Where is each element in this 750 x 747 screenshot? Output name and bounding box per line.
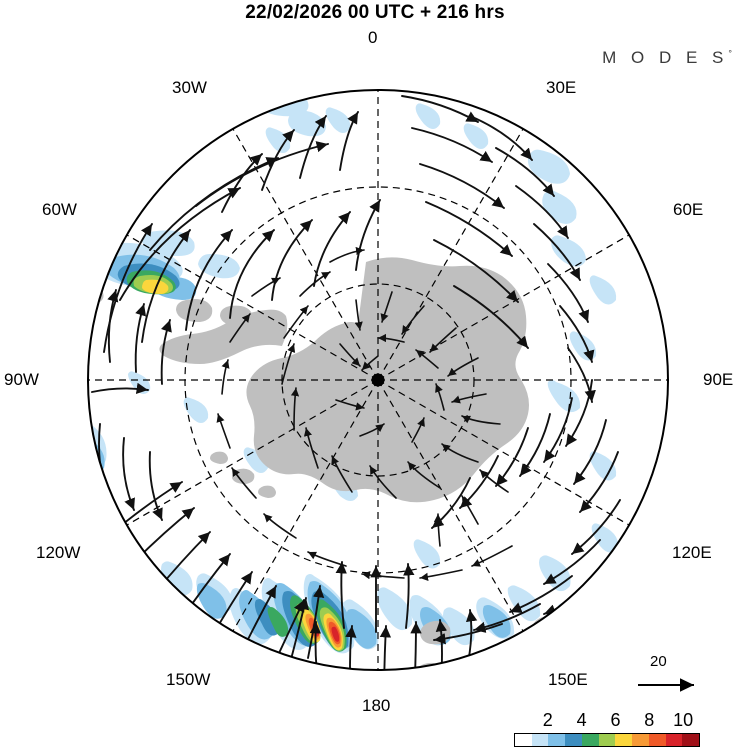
colorbar-tick-8: 8 xyxy=(644,710,655,730)
colorbar-band-8 xyxy=(648,734,666,746)
colorbar-band-3 xyxy=(565,734,582,746)
south-pole-marker xyxy=(371,373,385,387)
colorbar-band-2 xyxy=(548,734,566,746)
lon-label-90E: 90E xyxy=(703,370,734,389)
colorbar-tick-2: 2 xyxy=(542,710,553,730)
modes-logo: M O D E S° xyxy=(602,48,732,68)
colorbar-band-4 xyxy=(581,734,599,746)
lon-label-30W: 30W xyxy=(172,78,207,97)
colorbar-band-9 xyxy=(665,734,683,746)
wind-vectors xyxy=(90,90,621,670)
colorbar-band-1 xyxy=(531,734,549,746)
colorbar-band-10 xyxy=(682,734,700,746)
colorbar-tick-10: 10 xyxy=(673,710,694,730)
wind-scale-value: 20 xyxy=(650,653,667,670)
colorbar-band-6 xyxy=(615,734,633,746)
colorbar-tick-4: 4 xyxy=(576,710,587,730)
colorbar-tick-6: 6 xyxy=(610,710,621,730)
lon-label-0: 0 xyxy=(368,28,378,47)
lon-label-120W: 120W xyxy=(36,543,81,562)
colorbar-ticks: 2 4 6 8 10 xyxy=(514,710,700,732)
globe-outline xyxy=(87,89,669,671)
lon-label-120E: 120E xyxy=(672,543,712,562)
colorbar-band-7 xyxy=(632,734,649,746)
modes-logo-mark: ° xyxy=(728,48,732,59)
lon-label-150W: 150W xyxy=(166,670,211,689)
colorbar[interactable] xyxy=(514,733,700,747)
lon-label-180: 180 xyxy=(362,696,391,715)
lon-label-90W: 90W xyxy=(4,370,39,389)
lon-label-150E: 150E xyxy=(548,670,588,689)
lon-label-30E: 30E xyxy=(546,78,577,97)
graticule xyxy=(88,90,668,670)
page-title: 22/02/2026 00 UTC + 216 hrs xyxy=(245,2,505,23)
wind-scale-arrow-svg xyxy=(638,678,694,692)
colorbar-band-0 xyxy=(515,734,532,746)
lon-label-60E: 60E xyxy=(673,200,704,219)
modes-logo-text: M O D E S xyxy=(602,48,729,67)
wind-scale-legend: 20 xyxy=(632,653,728,699)
colorbar-band-5 xyxy=(598,734,616,746)
map-contents xyxy=(88,90,668,670)
lon-label-60W: 60W xyxy=(42,200,77,219)
